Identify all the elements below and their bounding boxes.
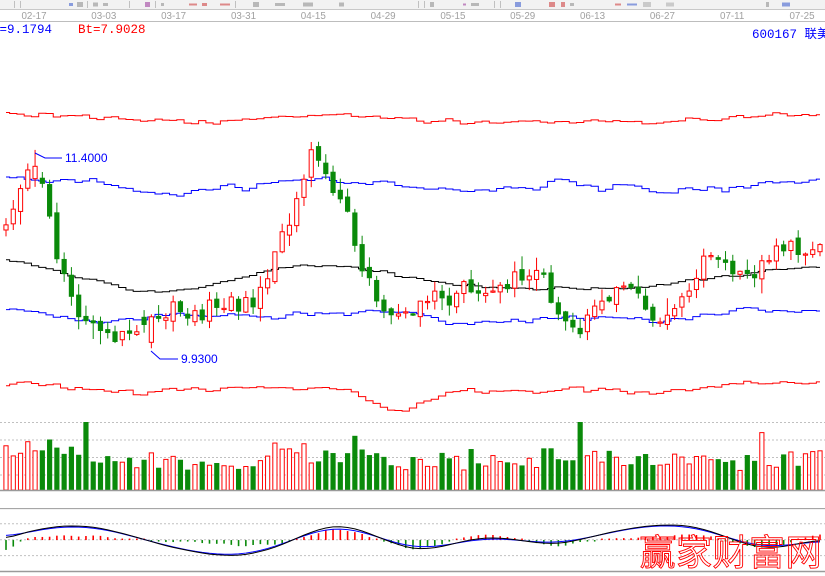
svg-text:9.9300: 9.9300	[181, 352, 218, 366]
svg-text:11.4000: 11.4000	[65, 151, 108, 165]
svg-text:赢家财富网: 赢家财富网	[639, 532, 822, 573]
